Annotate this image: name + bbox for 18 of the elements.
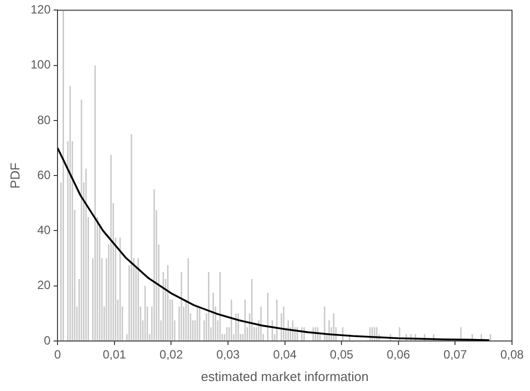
x-tick-label: 0,08 [500, 348, 524, 362]
x-tick-label: 0 [54, 348, 62, 362]
x-tick-label: 0,04 [273, 348, 297, 362]
y-tick-label: 40 [37, 223, 51, 238]
x-axis-title: estimated market information [201, 368, 369, 384]
x-tick-label: 0,02 [160, 348, 184, 362]
x-tick-label: 0,01 [102, 348, 126, 362]
x-tick-label: 0,05 [330, 348, 354, 362]
x-tick-label: 0,03 [216, 348, 240, 362]
x-tick-label: 0,06 [386, 348, 410, 362]
y-tick-label: 100 [30, 58, 51, 72]
y-tick-label: 80 [37, 112, 51, 127]
y-tick-label: 20 [37, 278, 51, 292]
y-tick-label: 60 [37, 168, 51, 182]
y-tick-label: 120 [30, 2, 51, 17]
y-tick-label: 0 [44, 333, 51, 348]
x-tick-label: 0,07 [444, 348, 468, 362]
y-axis-title: PDF [7, 162, 22, 189]
